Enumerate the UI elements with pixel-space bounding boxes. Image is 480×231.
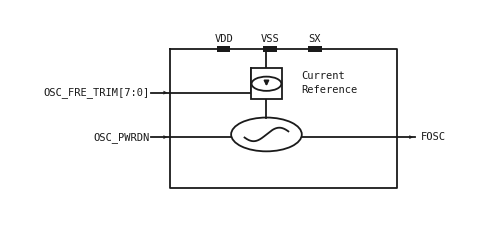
Text: VDD: VDD [214, 34, 233, 44]
Bar [264, 46, 277, 52]
Text: FOSC: FOSC [421, 132, 446, 142]
Bar [251, 68, 282, 99]
Text: Current
Reference: Current Reference [301, 71, 357, 95]
Text: OSC_FRE_TRIM[7:0]: OSC_FRE_TRIM[7:0] [43, 87, 149, 98]
Bar [308, 46, 322, 52]
Bar [217, 46, 230, 52]
Text: OSC_PWRDN: OSC_PWRDN [93, 132, 149, 143]
Text: SX: SX [309, 34, 321, 44]
Text: VSS: VSS [261, 34, 279, 44]
